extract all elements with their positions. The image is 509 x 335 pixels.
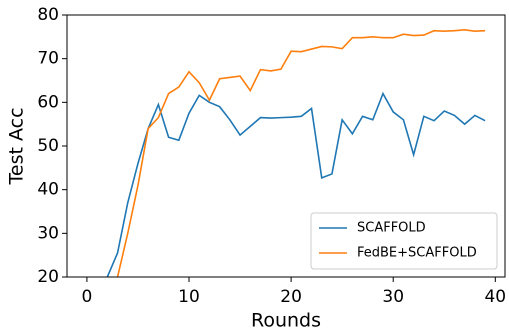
y-tick-label: 60 [37,92,59,112]
x-tick-label: 20 [280,287,302,307]
y-tick-label: 80 [37,5,59,25]
series-line [106,91,486,277]
legend-label: SCAFFOLD [357,221,426,236]
x-axis-label: Rounds [251,310,321,332]
x-tick-label: 30 [382,287,404,307]
y-tick-label: 50 [37,136,59,156]
plot-frame [66,14,506,278]
x-tick-label: 0 [81,287,92,307]
y-tick-label: 20 [37,267,59,287]
y-tick-label: 30 [37,223,59,243]
x-tick-label: 10 [178,287,200,307]
plot-area [106,29,486,277]
x-tick-label: 40 [484,287,506,307]
y-tick-label: 70 [37,49,59,69]
series-line [116,29,486,277]
y-axis-label: Test Acc [6,107,28,185]
y-tick-label: 40 [37,180,59,200]
legend-label: FedBE+SCAFFOLD [357,246,477,261]
legend-box [310,212,498,270]
